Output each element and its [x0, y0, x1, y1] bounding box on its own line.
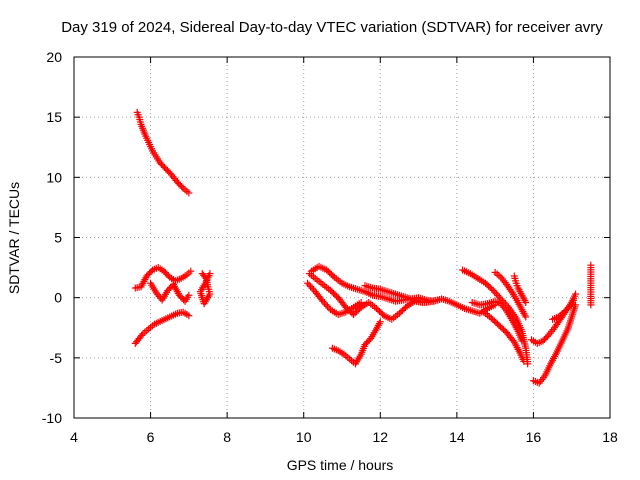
x-tick-label: 16 — [526, 429, 542, 445]
data-point-arc-7h — [206, 270, 214, 278]
x-tick-label: 8 — [223, 429, 231, 445]
data-point-arc-10h-c — [304, 279, 312, 287]
data-point-arc-11h-dip — [376, 318, 384, 326]
data-point-arc-10h-c — [323, 302, 331, 310]
y-tick-label: 20 — [46, 49, 62, 65]
x-axis-label: GPS time / hours — [287, 457, 394, 473]
y-axis-label: SDTVAR / TECUs — [6, 182, 22, 294]
data-point-arc-16h-a — [572, 290, 580, 298]
data-point-arc-16h-c — [564, 304, 572, 312]
data-point-arc-14h-b — [518, 337, 526, 345]
y-tick-label: -10 — [42, 410, 62, 426]
y-tick-label: 0 — [54, 290, 62, 306]
data-point-arc-low-dip — [185, 291, 193, 299]
data-point-arc-10h-c — [322, 301, 330, 309]
data-point-arc-10h-c — [307, 283, 315, 291]
data-point-arc-10h-c — [305, 281, 313, 289]
data-point-arc-14h-a — [524, 360, 532, 368]
x-tick-label: 10 — [296, 429, 312, 445]
data-points — [131, 108, 595, 387]
x-tick-label: 14 — [449, 429, 465, 445]
data-point-arc-14h-a — [494, 292, 502, 300]
data-point-arc-14h-a — [492, 290, 500, 298]
data-point-arc-16h-c — [570, 296, 578, 304]
grid-lines — [74, 57, 610, 418]
data-point-arc-14h-a — [488, 285, 496, 293]
data-point-arc-10h-b — [329, 272, 337, 280]
axis-ticks: 4 6 8 10 12 14 16 18 -10 -5 0 5 10 15 20 — [42, 49, 618, 445]
data-point-arc-14h-a — [489, 286, 497, 294]
data-point-arc-15h-a — [522, 313, 530, 321]
data-point-arc-10h-c — [308, 284, 316, 292]
data-point-arc-low-wave — [187, 267, 195, 275]
data-point-arc-high — [185, 189, 193, 197]
data-point-arc-low-rise — [185, 312, 193, 320]
data-point-arc-15h-c — [520, 357, 528, 365]
plot-frame — [73, 56, 611, 419]
data-point-arc-17h — [587, 301, 595, 309]
data-point-arc-15h-b — [522, 298, 530, 306]
y-tick-label: -5 — [50, 350, 63, 366]
chart-title: Day 319 of 2024, Sidereal Day-to-day VTE… — [61, 19, 603, 36]
data-point-arc-10h-c — [320, 299, 328, 307]
y-tick-label: 10 — [46, 169, 62, 185]
data-point-arc-low-rise — [138, 331, 146, 339]
data-point-arc-14h-a — [491, 288, 499, 296]
data-point-arc-15h-a — [507, 287, 515, 295]
data-point-arc-high — [178, 183, 186, 191]
x-tick-label: 18 — [602, 429, 618, 445]
x-tick-label: 4 — [70, 429, 78, 445]
y-tick-label: 15 — [46, 109, 62, 125]
y-tick-label: 5 — [54, 230, 62, 246]
x-tick-label: 12 — [372, 429, 388, 445]
x-tick-label: 6 — [147, 429, 155, 445]
data-point-arc-10h-c — [319, 297, 327, 305]
data-point-arc-10h-c — [357, 298, 365, 306]
